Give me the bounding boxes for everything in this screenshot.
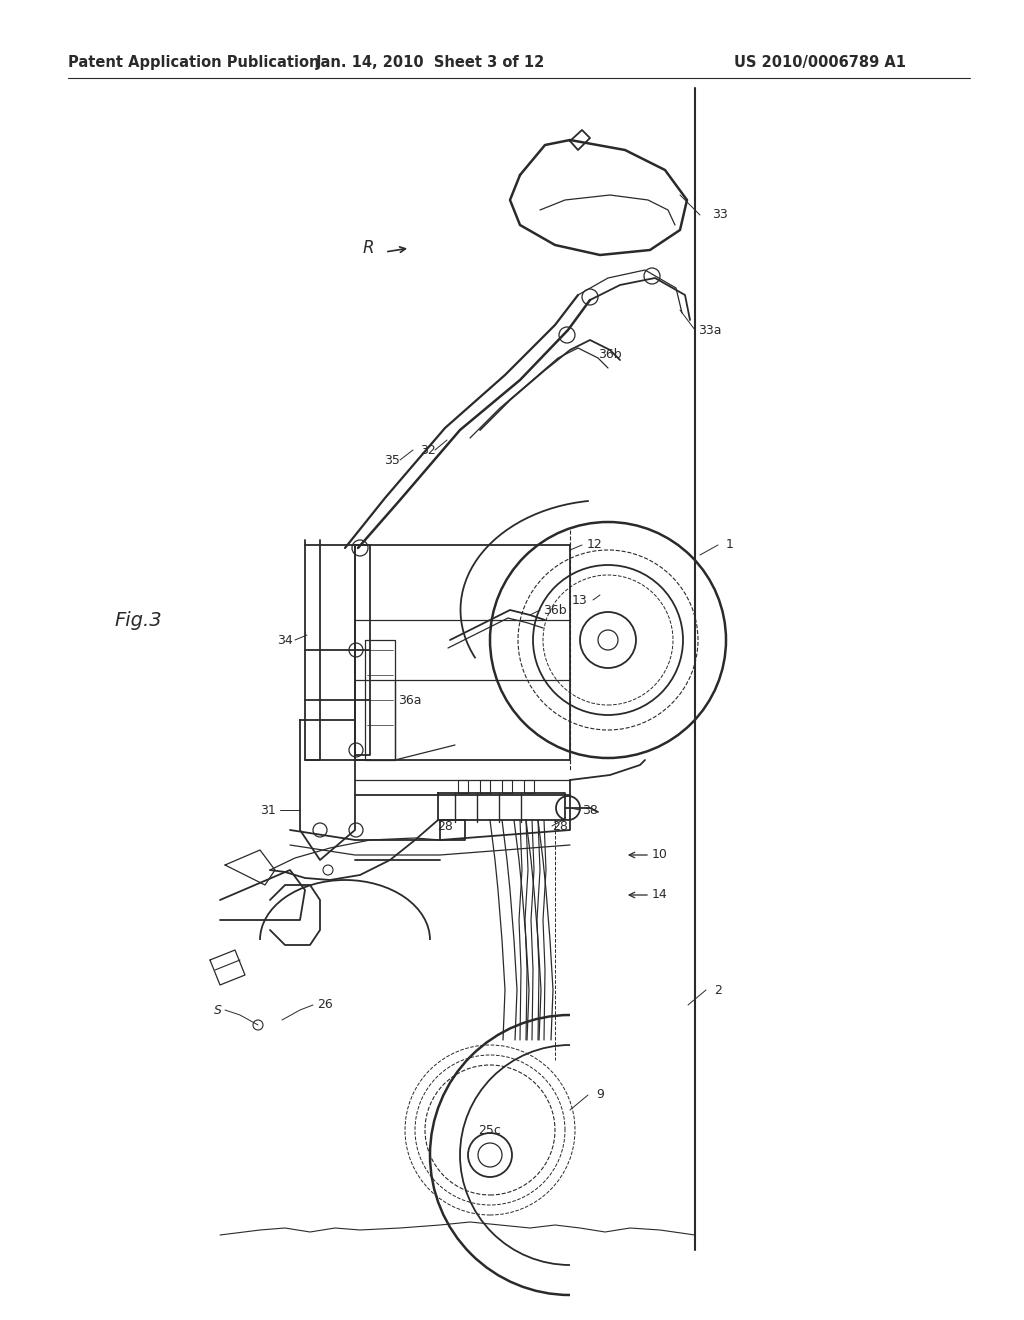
Text: 25c: 25c [478,1123,502,1137]
Text: 10: 10 [652,849,668,862]
Text: 33: 33 [712,209,728,222]
Text: R: R [362,239,374,257]
Text: S: S [214,1003,222,1016]
Text: Fig.3: Fig.3 [115,610,162,630]
Text: 2: 2 [714,983,722,997]
Text: 36b: 36b [543,603,567,616]
Text: 33a: 33a [698,323,722,337]
Text: 14: 14 [652,888,668,902]
Text: 28: 28 [437,820,453,833]
Text: 34: 34 [278,634,293,647]
Text: 28: 28 [552,820,568,833]
Text: 9: 9 [596,1089,604,1101]
Text: US 2010/0006789 A1: US 2010/0006789 A1 [734,54,906,70]
Text: 13: 13 [572,594,588,606]
Circle shape [556,796,580,820]
Text: 32: 32 [420,444,436,457]
Text: 12: 12 [587,539,603,552]
Text: 1: 1 [726,539,734,552]
Text: 36a: 36a [398,693,422,706]
Text: 26: 26 [317,998,333,1011]
Text: 38: 38 [582,804,598,817]
Text: 35: 35 [384,454,400,466]
Text: 36b: 36b [598,348,622,362]
Text: Jan. 14, 2010  Sheet 3 of 12: Jan. 14, 2010 Sheet 3 of 12 [315,54,545,70]
Text: 31: 31 [260,804,275,817]
Text: Patent Application Publication: Patent Application Publication [68,54,319,70]
